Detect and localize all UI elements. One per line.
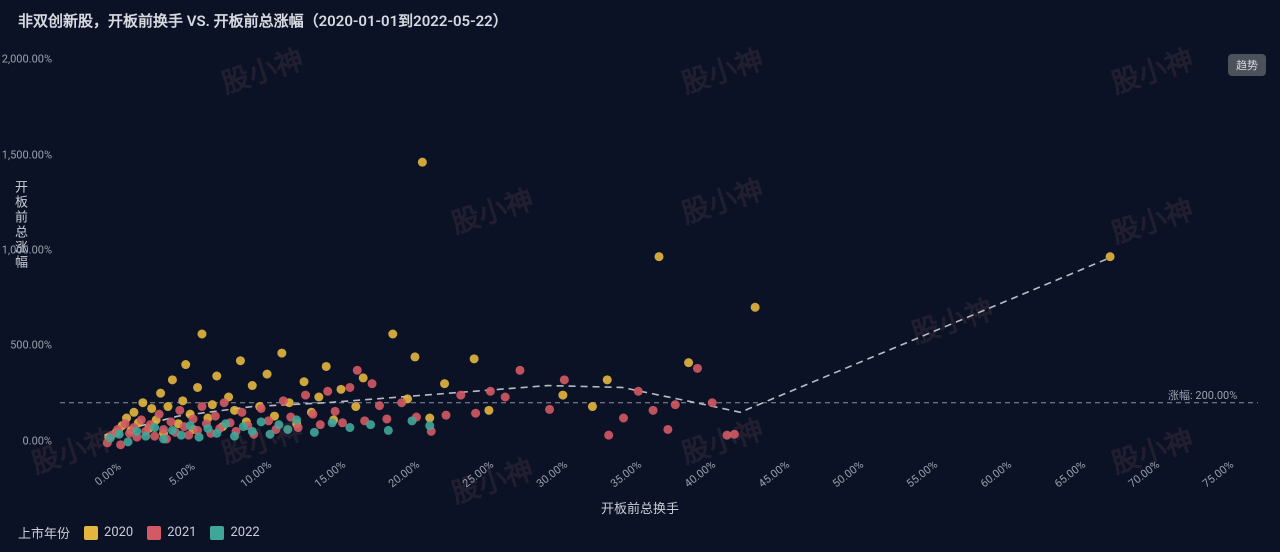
legend-swatch — [210, 526, 224, 540]
legend-label: 2020 — [104, 525, 133, 540]
x-tick-label: 50.00% — [830, 458, 866, 490]
x-tick-label: 35.00% — [608, 458, 644, 490]
x-tick-label: 15.00% — [312, 458, 348, 490]
x-tick-label: 25.00% — [460, 458, 496, 490]
x-tick-label: 20.00% — [386, 458, 422, 490]
x-axis-title: 开板前总换手 — [0, 498, 1280, 517]
y-axis-ticks: 0.00% 500.00% 1,000.00% 1,500.00% 2,000.00% — [0, 40, 60, 460]
legend-item[interactable]: 2022 — [210, 525, 259, 540]
y-tick-label: 500.00% — [10, 339, 52, 352]
chart-title: 非双创新股，开板前换手 VS. 开板前总涨幅（2020-01-01到2022-0… — [18, 10, 508, 31]
scatter-plot — [60, 40, 1258, 460]
x-tick-label: 65.00% — [1052, 458, 1088, 490]
legend: 上市年份 2020 2021 2022 — [18, 523, 260, 542]
reference-line-label: 涨幅: 200.00% — [1168, 387, 1237, 403]
legend-title: 上市年份 — [18, 523, 70, 542]
legend-item[interactable]: 2020 — [84, 525, 133, 540]
legend-label: 2021 — [167, 525, 196, 540]
x-tick-label: 30.00% — [534, 458, 570, 490]
x-tick-label: 75.00% — [1200, 458, 1236, 490]
x-tick-label: 10.00% — [238, 458, 274, 490]
x-tick-label: 5.00% — [167, 460, 198, 488]
legend-swatch — [84, 526, 98, 540]
x-tick-label: 0.00% — [93, 460, 124, 488]
legend-swatch — [147, 526, 161, 540]
y-tick-label: 0.00% — [22, 434, 52, 447]
y-tick-label: 2,000.00% — [2, 53, 52, 66]
x-tick-label: 40.00% — [682, 458, 718, 490]
legend-label: 2022 — [230, 525, 259, 540]
legend-item[interactable]: 2021 — [147, 525, 196, 540]
y-tick-label: 1,500.00% — [2, 148, 52, 161]
x-tick-label: 70.00% — [1126, 458, 1162, 490]
x-tick-label: 60.00% — [978, 458, 1014, 490]
y-tick-label: 1,000.00% — [2, 244, 52, 257]
x-tick-label: 45.00% — [756, 458, 792, 490]
x-tick-label: 55.00% — [904, 458, 940, 490]
